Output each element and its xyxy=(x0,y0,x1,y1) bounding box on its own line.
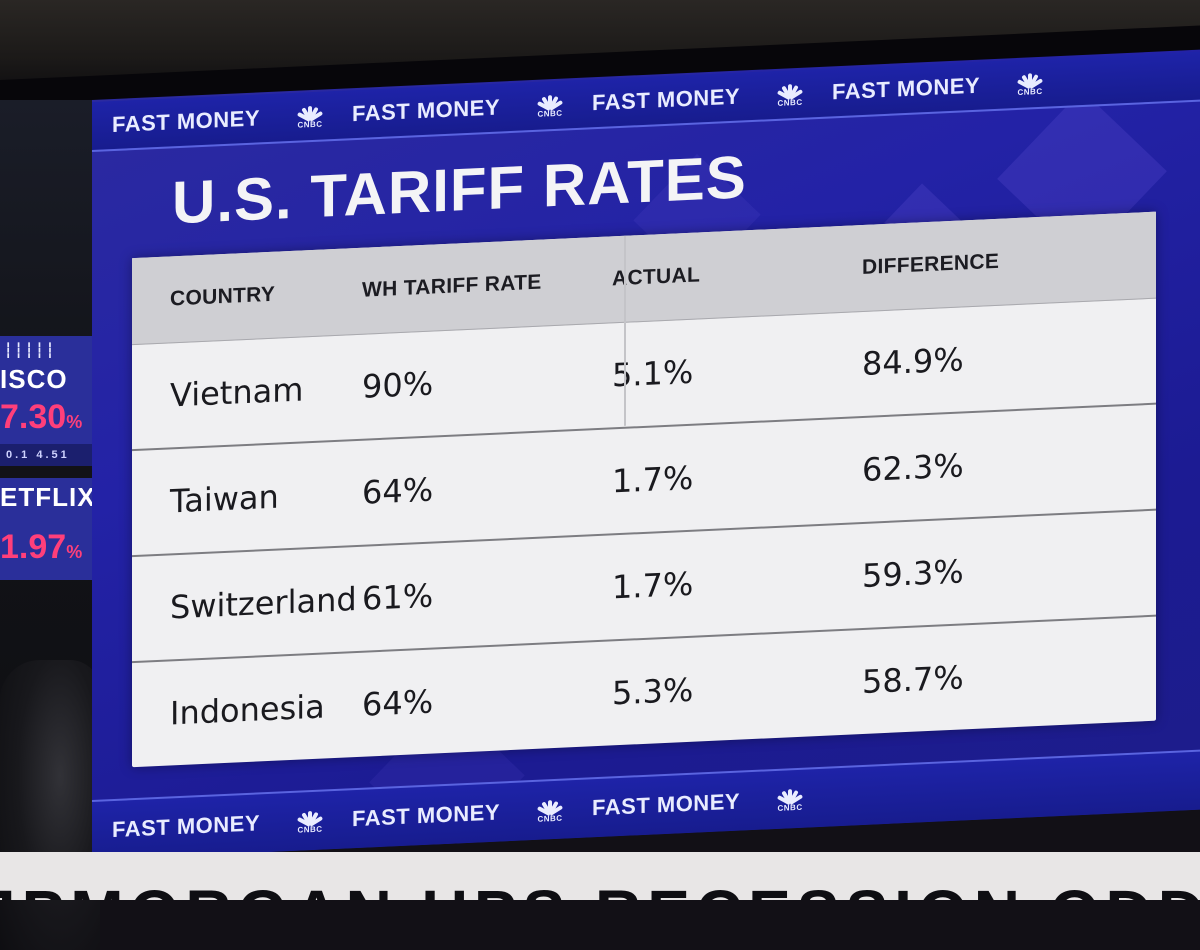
banner-label: FAST MONEY xyxy=(352,94,501,127)
ticker-netflix: ETFLIX 1.97% xyxy=(0,478,106,580)
tariff-table: COUNTRY WH TARIFF RATE ACTUAL DIFFERENCE… xyxy=(132,211,1156,768)
cell-country: Switzerland xyxy=(170,579,357,627)
ticker-change: 1.97% xyxy=(0,528,83,566)
cnbc-logo-icon: CNBC xyxy=(774,786,806,812)
cell-wh-rate: 61% xyxy=(362,576,434,618)
side-monitor: ┆┆┆┆┆ ISCO 7.30% 0.1 4.51 ETFLIX 1.97% xyxy=(0,100,110,950)
news-crawl: JPMORGAN UPS RECESSION ODDS xyxy=(0,852,1200,900)
banner-label: FAST MONEY xyxy=(112,105,261,138)
cell-actual: 1.7% xyxy=(612,458,694,501)
main-screen: FAST MONEY CNBC FAST MONEY CNBC FAST MON… xyxy=(92,49,1200,860)
column-header-country: COUNTRY xyxy=(170,282,276,311)
cell-country: Indonesia xyxy=(170,687,325,733)
cnbc-logo-icon: CNBC xyxy=(294,103,326,129)
cell-difference: 59.3% xyxy=(862,552,964,596)
cell-country: Taiwan xyxy=(170,477,279,521)
cnbc-logo-icon: CNBC xyxy=(294,808,326,834)
cell-actual: 1.7% xyxy=(612,564,694,607)
banner-label: FAST MONEY xyxy=(592,83,741,116)
cell-actual: 5.3% xyxy=(612,670,694,713)
banner-label: FAST MONEY xyxy=(832,72,981,105)
banner-label: FAST MONEY xyxy=(352,799,501,832)
cell-wh-rate: 90% xyxy=(362,364,434,406)
cnbc-logo-icon: CNBC xyxy=(774,81,806,107)
cell-difference: 84.9% xyxy=(862,340,964,384)
cnbc-logo-icon: CNBC xyxy=(534,797,566,823)
column-header-wh-rate: WH TARIFF RATE xyxy=(362,270,542,302)
cnbc-logo-icon: CNBC xyxy=(1014,70,1046,96)
ticker-cisco: ┆┆┆┆┆ ISCO 7.30% 0.1 4.51 xyxy=(0,336,106,466)
cell-difference: 62.3% xyxy=(862,446,964,490)
banner-label: FAST MONEY xyxy=(592,788,741,821)
crawl-text: JPMORGAN UPS RECESSION ODDS xyxy=(0,876,1200,900)
column-header-actual: ACTUAL xyxy=(612,263,701,291)
column-divider xyxy=(624,235,626,426)
banner-label: FAST MONEY xyxy=(112,810,261,843)
cisco-logo-icon: ┆┆┆┆┆ xyxy=(4,342,57,358)
studio-chair xyxy=(0,660,100,950)
cell-actual: 5.1% xyxy=(612,352,694,395)
column-header-difference: DIFFERENCE xyxy=(862,249,1000,280)
ticker-name: ETFLIX xyxy=(0,482,96,512)
ticker-change: 7.30% xyxy=(0,398,83,436)
ticker-name: ISCO xyxy=(0,364,68,394)
cell-wh-rate: 64% xyxy=(362,682,434,724)
cell-wh-rate: 64% xyxy=(362,470,434,512)
cnbc-logo-icon: CNBC xyxy=(534,92,566,118)
bottom-banner: FAST MONEY CNBC FAST MONEY CNBC FAST MON… xyxy=(92,749,1200,860)
cell-difference: 58.7% xyxy=(862,658,964,702)
ticker-subline: 0.1 4.51 xyxy=(0,444,106,466)
cell-country: Vietnam xyxy=(170,370,304,415)
